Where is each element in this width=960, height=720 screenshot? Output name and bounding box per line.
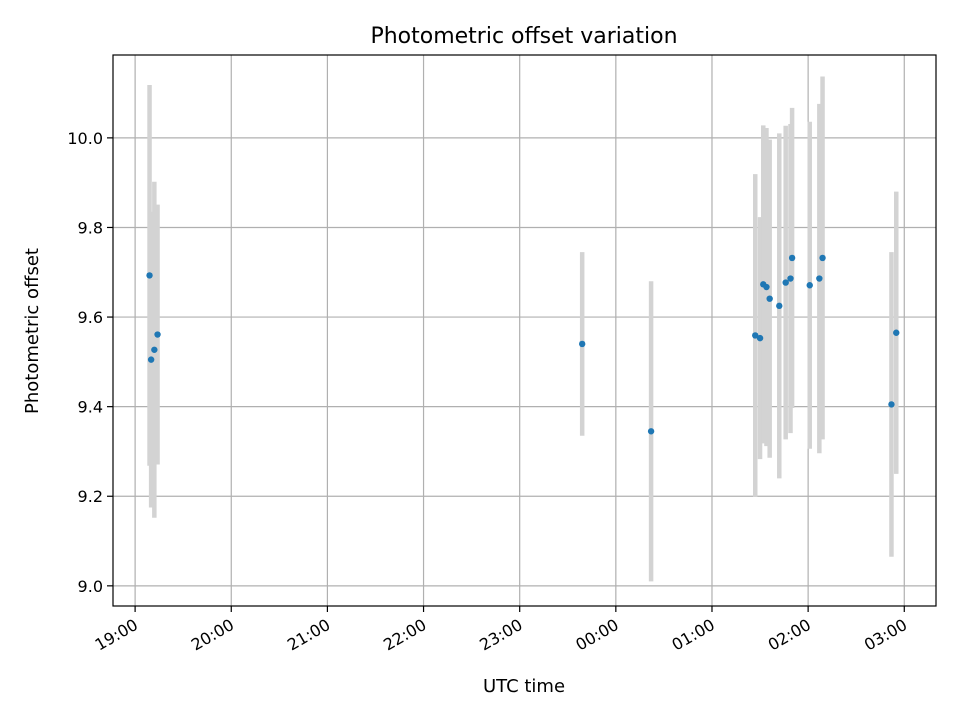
- data-point: [893, 329, 900, 336]
- data-point: [787, 275, 794, 282]
- data-point: [766, 295, 773, 302]
- chart-title: Photometric offset variation: [370, 24, 677, 49]
- data-point: [154, 331, 161, 338]
- y-tick-label: 9.0: [78, 577, 103, 596]
- y-axis-label: Photometric offset: [22, 248, 43, 414]
- data-point: [647, 428, 655, 435]
- y-tick-label: 9.4: [78, 398, 103, 417]
- x-tick-label: 20:00: [188, 615, 237, 655]
- data-point: [776, 302, 783, 310]
- data-point: [888, 401, 895, 408]
- x-tick-label: 02:00: [765, 615, 814, 655]
- error-bars: [147, 76, 899, 582]
- data-point: [147, 356, 155, 363]
- y-tick-label: 9.8: [78, 218, 103, 237]
- data-point: [763, 283, 770, 291]
- data-point: [146, 272, 153, 279]
- data-points: [146, 254, 900, 435]
- y-tick-label: 9.2: [78, 487, 103, 506]
- x-tick-label: 22:00: [380, 615, 429, 655]
- data-point: [752, 332, 759, 339]
- x-tick-label: 00:00: [572, 615, 621, 655]
- data-point: [151, 346, 158, 353]
- data-point: [578, 340, 586, 348]
- plot-area: [112, 54, 937, 607]
- grid-lines: [113, 55, 936, 606]
- data-point: [806, 282, 813, 289]
- data-point: [816, 275, 823, 282]
- x-tick-label: 03:00: [861, 615, 910, 655]
- x-tick-label: 19:00: [92, 615, 141, 655]
- data-point: [782, 279, 789, 286]
- y-axis-ticks: 9.0 9.2 9.4 9.6 9.8 10.0: [67, 129, 113, 596]
- data-point: [756, 334, 764, 342]
- x-tick-label: 21:00: [284, 615, 333, 655]
- x-tick-label: 23:00: [476, 615, 525, 655]
- y-tick-label: 10.0: [67, 129, 103, 148]
- x-axis-label: UTC time: [483, 676, 565, 697]
- data-point: [788, 254, 796, 262]
- y-tick-label: 9.6: [78, 308, 103, 327]
- data-point: [819, 254, 826, 262]
- x-axis-ticks: 19:00 20:00 21:00 22:00 23:00 00:00 01:00 02:00…: [92, 606, 910, 655]
- x-tick-label: 01:00: [669, 615, 718, 655]
